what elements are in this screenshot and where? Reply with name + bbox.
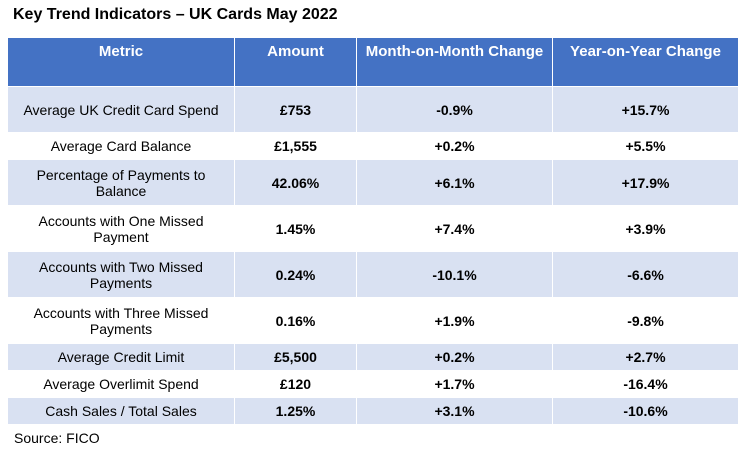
yoy-change-cell: +17.9% (552, 159, 739, 206)
mom-change-cell: +0.2% (356, 132, 553, 160)
mom-change-cell: +6.1% (356, 159, 553, 206)
metric-cell: Average Credit Limit (7, 343, 235, 371)
amount-cell: 0.24% (234, 251, 357, 298)
amount-cell: £753 (234, 86, 357, 133)
table-row: Accounts with Three Missed Payments 0.16… (7, 297, 739, 344)
table-row: Average Credit Limit £5,500 +0.2% +2.7% (7, 343, 739, 371)
amount-cell: 1.45% (234, 205, 357, 252)
mom-change-cell: +7.4% (356, 205, 553, 252)
metric-cell: Percentage of Payments to Balance (7, 159, 235, 206)
mom-change-cell: +3.1% (356, 397, 553, 425)
table-row: Percentage of Payments to Balance 42.06%… (7, 159, 739, 206)
metric-cell: Accounts with Three Missed Payments (7, 297, 235, 344)
table-row: Accounts with One Missed Payment 1.45% +… (7, 205, 739, 252)
amount-cell: 42.06% (234, 159, 357, 206)
yoy-change-cell: +2.7% (552, 343, 739, 371)
table-row: Average UK Credit Card Spend £753 -0.9% … (7, 86, 739, 133)
table-row: Average Card Balance £1,555 +0.2% +5.5% (7, 132, 739, 160)
amount-cell: £120 (234, 370, 357, 398)
table-row: Accounts with Two Missed Payments 0.24% … (7, 251, 739, 298)
yoy-change-cell: -10.6% (552, 397, 739, 425)
metric-cell: Average Overlimit Spend (7, 370, 235, 398)
source-note: Source: FICO (14, 430, 100, 446)
yoy-change-cell: +3.9% (552, 205, 739, 252)
table-row: Average Overlimit Spend £120 +1.7% -16.4… (7, 370, 739, 398)
metric-cell: Cash Sales / Total Sales (7, 397, 235, 425)
metric-cell: Average Card Balance (7, 132, 235, 160)
column-header-mom-change: Month-on-Month Change (356, 37, 553, 87)
table-row: Cash Sales / Total Sales 1.25% +3.1% -10… (7, 397, 739, 425)
mom-change-cell: -10.1% (356, 251, 553, 298)
amount-cell: 0.16% (234, 297, 357, 344)
yoy-change-cell: +5.5% (552, 132, 739, 160)
amount-cell: £5,500 (234, 343, 357, 371)
key-trend-indicators-table: Metric Amount Month-on-Month Change Year… (7, 37, 739, 425)
yoy-change-cell: -6.6% (552, 251, 739, 298)
yoy-change-cell: -9.8% (552, 297, 739, 344)
mom-change-cell: +0.2% (356, 343, 553, 371)
table-header-row: Metric Amount Month-on-Month Change Year… (7, 37, 739, 87)
mom-change-cell: +1.7% (356, 370, 553, 398)
metric-cell: Average UK Credit Card Spend (7, 86, 235, 133)
metric-cell: Accounts with One Missed Payment (7, 205, 235, 252)
amount-cell: 1.25% (234, 397, 357, 425)
mom-change-cell: +1.9% (356, 297, 553, 344)
yoy-change-cell: -16.4% (552, 370, 739, 398)
column-header-metric: Metric (7, 37, 235, 87)
amount-cell: £1,555 (234, 132, 357, 160)
column-header-amount: Amount (234, 37, 357, 87)
column-header-yoy-change: Year-on-Year Change (552, 37, 739, 87)
metric-cell: Accounts with Two Missed Payments (7, 251, 235, 298)
yoy-change-cell: +15.7% (552, 86, 739, 133)
mom-change-cell: -0.9% (356, 86, 553, 133)
table-title: Key Trend Indicators – UK Cards May 2022 (13, 6, 338, 23)
